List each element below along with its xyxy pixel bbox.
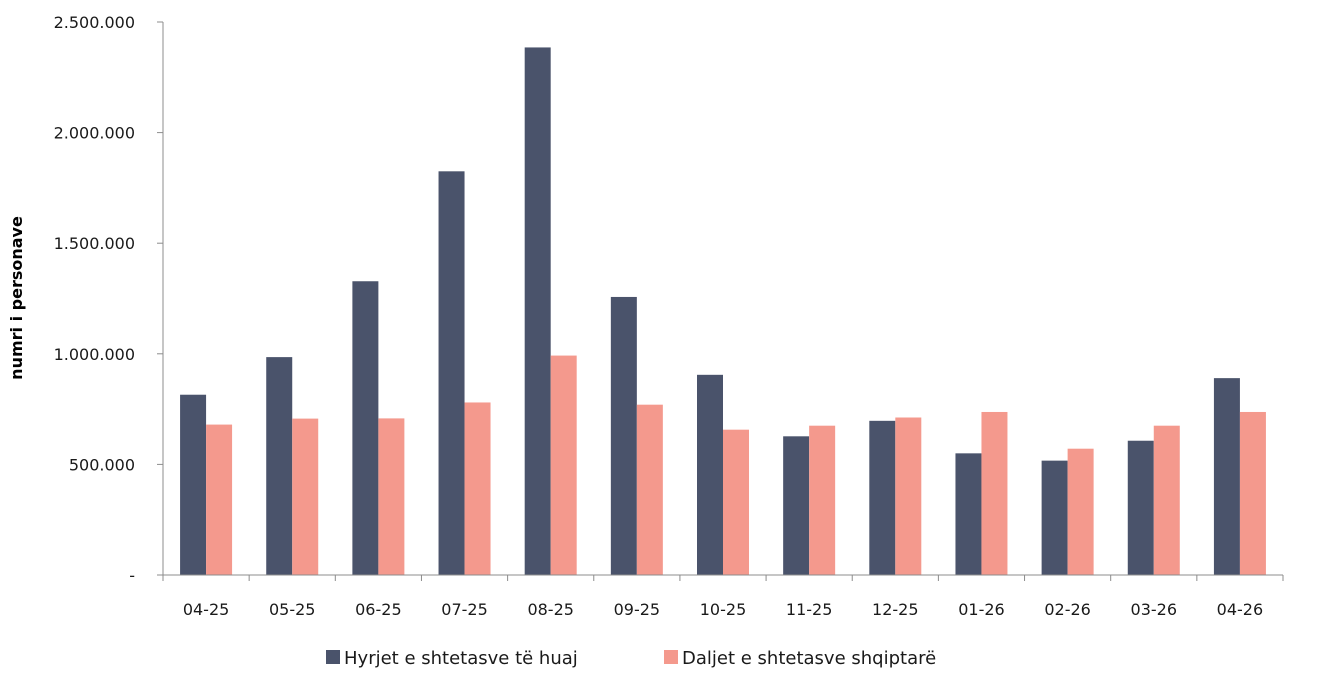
legend-label: Hyrjet e shtetasve të huaj bbox=[344, 648, 578, 669]
x-tick-label: 09-25 bbox=[614, 600, 661, 619]
bar-daljet-04-25 bbox=[206, 424, 233, 575]
bar-hyrjet-12-25 bbox=[869, 420, 896, 575]
legend-swatch bbox=[664, 650, 678, 664]
y-tick-label: - bbox=[129, 566, 135, 585]
y-tick-label: 1.000.000 bbox=[54, 345, 135, 364]
y-tick-label: 1.500.000 bbox=[54, 234, 135, 253]
legend-label: Daljet e shtetasve shqiptarë bbox=[682, 648, 936, 669]
bar-daljet-06-25 bbox=[378, 418, 405, 575]
x-tick-label: 04-26 bbox=[1217, 600, 1264, 619]
bar-daljet-03-26 bbox=[1153, 425, 1180, 575]
x-tick-label: 01-26 bbox=[958, 600, 1005, 619]
bar-hyrjet-06-25 bbox=[352, 281, 379, 575]
x-tick-label: 04-25 bbox=[183, 600, 230, 619]
bar-hyrjet-02-26 bbox=[1041, 460, 1068, 575]
bar-hyrjet-04-26 bbox=[1213, 378, 1240, 575]
bar-hyrjet-07-25 bbox=[438, 171, 465, 575]
y-tick-label: 2.000.000 bbox=[54, 124, 135, 143]
plot-area bbox=[180, 47, 1266, 576]
bar-daljet-02-26 bbox=[1067, 448, 1094, 575]
bar-hyrjet-05-25 bbox=[266, 357, 293, 575]
x-tick-label: 03-26 bbox=[1131, 600, 1178, 619]
bar-hyrjet-01-26 bbox=[955, 453, 982, 575]
x-tick-label: 12-25 bbox=[872, 600, 919, 619]
bar-daljet-08-25 bbox=[550, 355, 577, 575]
y-axis-title: numri i personave bbox=[7, 216, 26, 380]
legend: Hyrjet e shtetasve të huaj Daljet e shtet… bbox=[326, 648, 936, 669]
bar-hyrjet-08-25 bbox=[524, 47, 551, 576]
bar-daljet-01-26 bbox=[981, 411, 1008, 575]
bar-hyrjet-10-25 bbox=[697, 374, 723, 575]
y-tick-label: 500.000 bbox=[69, 455, 135, 474]
bar-hyrjet-09-25 bbox=[610, 296, 637, 575]
x-tick-label: 05-25 bbox=[269, 600, 316, 619]
legend-swatch bbox=[326, 650, 340, 664]
x-tick-label: 08-25 bbox=[527, 600, 574, 619]
y-axis: - 500.000 1.000.000 1.500.000 2.000.000 2.500… bbox=[54, 13, 164, 585]
bar-hyrjet-11-25 bbox=[783, 436, 810, 575]
bar-hyrjet-03-26 bbox=[1127, 440, 1154, 575]
x-tick-label: 07-25 bbox=[441, 600, 488, 619]
y-tick-label: 2.500.000 bbox=[54, 13, 135, 32]
bar-daljet-11-25 bbox=[809, 425, 836, 575]
bar-daljet-12-25 bbox=[895, 417, 922, 575]
bar-daljet-07-25 bbox=[464, 402, 491, 575]
x-tick-label: 11-25 bbox=[786, 600, 833, 619]
bar-daljet-04-26 bbox=[1239, 411, 1266, 575]
bar-daljet-05-25 bbox=[292, 418, 319, 575]
x-tick-label: 06-25 bbox=[355, 600, 402, 619]
bar-hyrjet-04-25 bbox=[180, 394, 207, 575]
x-tick-label: 10-25 bbox=[700, 600, 747, 619]
x-axis: 04-25 05-25 06-25 07-25 08-25 09-25 10-25 11-25… bbox=[162, 574, 1284, 619]
x-tick-label: 02-26 bbox=[1044, 600, 1091, 619]
bar-daljet-09-25 bbox=[636, 404, 663, 575]
bar-daljet-10-25 bbox=[723, 429, 749, 575]
